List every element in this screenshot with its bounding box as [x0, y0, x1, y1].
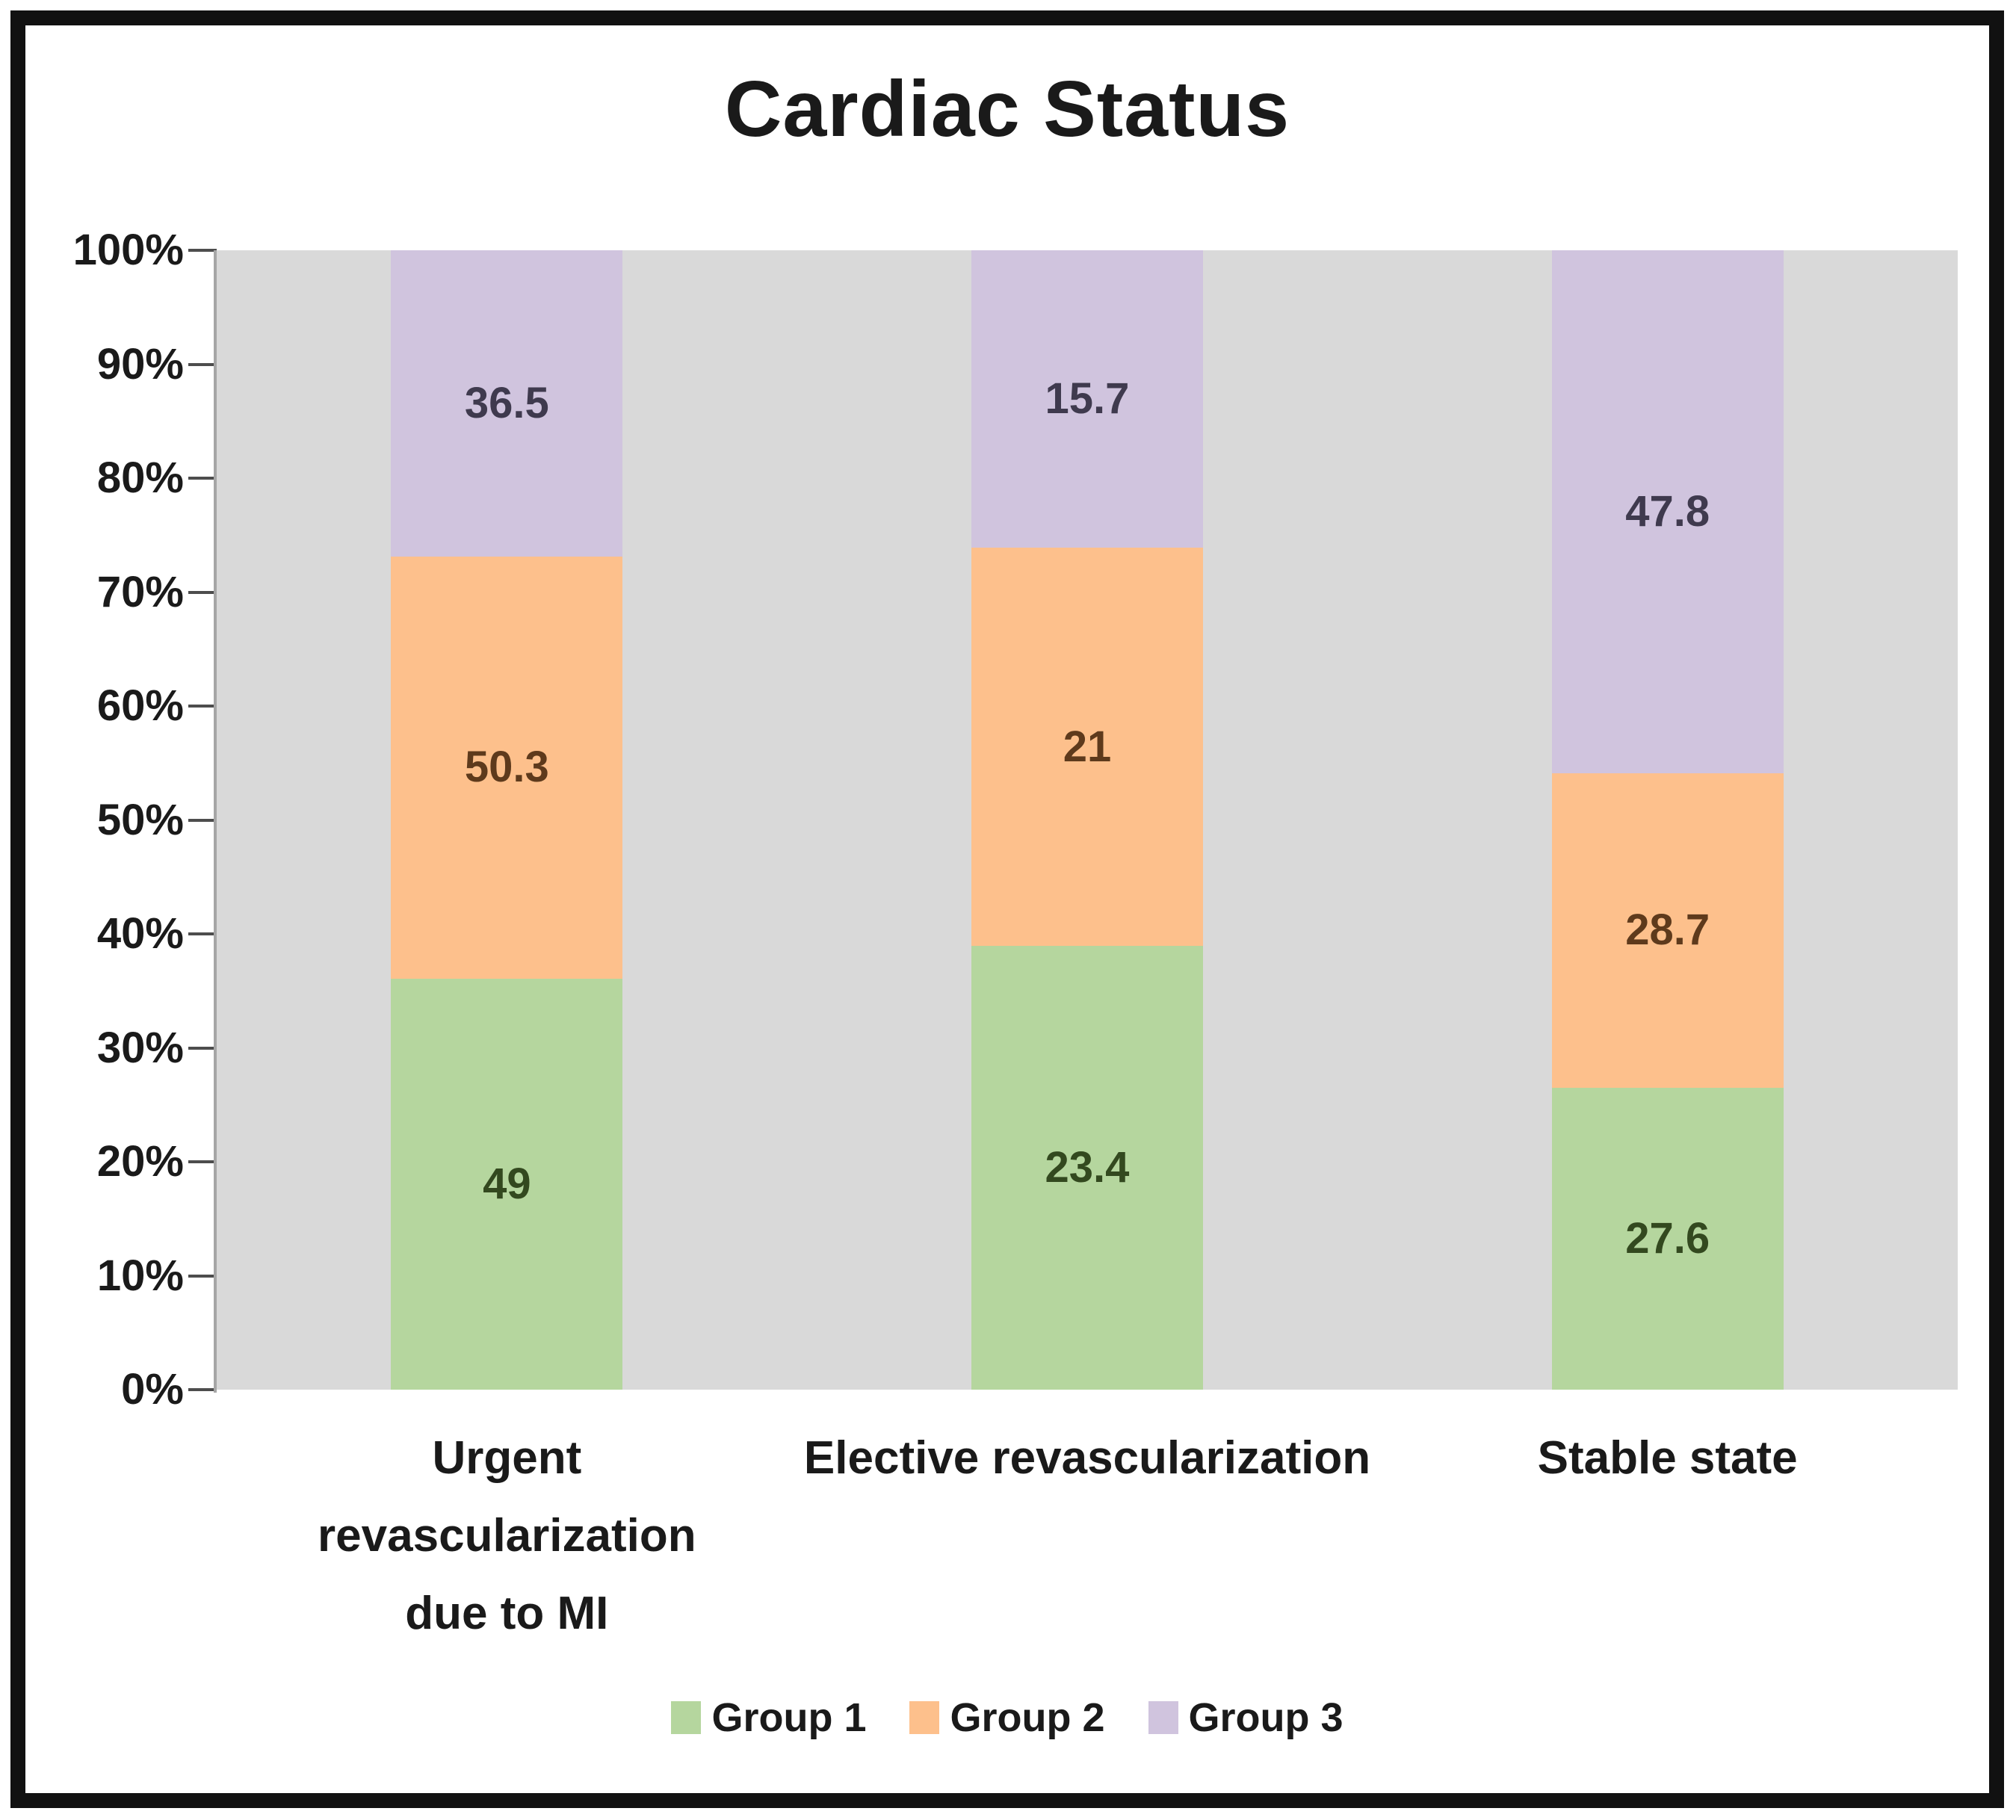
- bar-segment-group-2: 21: [971, 548, 1203, 947]
- bar-segment-group-1: 23.4: [971, 946, 1203, 1390]
- y-axis-label: 0%: [121, 1365, 184, 1414]
- bar-value-label: 21: [1063, 722, 1112, 771]
- y-axis-tick: [188, 1388, 217, 1391]
- y-axis-label: 50%: [96, 795, 184, 844]
- bar-value-label: 15.7: [1045, 374, 1130, 424]
- y-axis-label: 80%: [96, 454, 184, 502]
- legend-label: Group 2: [950, 1695, 1105, 1740]
- legend-item-group-3: Group 3: [1148, 1697, 1344, 1738]
- legend-label: Group 1: [711, 1695, 867, 1740]
- y-axis-label: 70%: [96, 567, 184, 616]
- y-axis-tick: [188, 1160, 217, 1163]
- bar-value-label: 47.8: [1625, 487, 1710, 536]
- legend-swatch: [909, 1701, 940, 1734]
- bar: 49 50.3 36.5: [391, 250, 623, 1390]
- y-axis: 0% 10% 20% 30% 40% 50% 60% 70% 80% 90% 100%: [25, 229, 184, 1411]
- bar-segment-group-1: 27.6: [1551, 1087, 1784, 1390]
- y-axis-tick: [188, 1274, 217, 1278]
- category-label: Elective revascularization: [803, 1432, 1371, 1484]
- y-axis-tick: [188, 477, 217, 480]
- plot-area: 49 50.3 36.5 23.4 21 15.7 27.6 28.7 47.8: [217, 250, 1958, 1390]
- y-axis-line: [214, 250, 217, 1393]
- y-axis-label: 40%: [96, 909, 184, 958]
- bar-segment-group-3: 36.5: [391, 250, 623, 557]
- category-label: Urgent revascularization due to MI: [318, 1432, 696, 1639]
- y-axis-label: 100%: [72, 226, 184, 274]
- bar-value-label: 50.3: [464, 743, 549, 792]
- y-axis-tick: [188, 818, 217, 822]
- bar-value-label: 28.7: [1625, 906, 1710, 955]
- category-label: Stable state: [1537, 1432, 1798, 1484]
- y-axis-label: 20%: [96, 1137, 184, 1186]
- y-axis-ticks: [188, 249, 217, 1391]
- y-axis-tick: [188, 932, 217, 935]
- legend-swatch: [1148, 1701, 1178, 1734]
- bar: 27.6 28.7 47.8: [1551, 250, 1784, 1390]
- bar-value-label: 27.6: [1625, 1213, 1710, 1263]
- legend-item-group-2: Group 2: [909, 1695, 1105, 1740]
- legend-swatch: [671, 1701, 702, 1734]
- legend-item-group-1: Group 1: [671, 1697, 866, 1738]
- bar-segment-group-2: 28.7: [1551, 773, 1784, 1088]
- legend: Group 1 Group 2 Group 3: [25, 1697, 1989, 1738]
- chart-title: Cardiac Status: [724, 65, 1290, 153]
- y-axis-tick: [188, 249, 217, 252]
- legend-label: Group 3: [1188, 1695, 1344, 1740]
- bar-segment-group-3: 15.7: [971, 250, 1203, 548]
- bar-value-label: 23.4: [1045, 1143, 1130, 1192]
- y-axis-label: 60%: [96, 681, 184, 730]
- y-axis-tick: [188, 705, 217, 708]
- y-axis-label: 10%: [96, 1251, 184, 1300]
- y-axis-label: 90%: [96, 339, 184, 389]
- bar: 23.4 21 15.7: [971, 250, 1203, 1390]
- y-axis-tick: [188, 590, 217, 594]
- bar-segment-group-3: 47.8: [1551, 250, 1784, 774]
- y-axis-tick: [188, 362, 217, 366]
- bar-segment-group-1: 49: [391, 978, 623, 1390]
- y-axis-label: 30%: [96, 1023, 184, 1072]
- bar-value-label: 36.5: [464, 378, 549, 427]
- bar-segment-group-2: 50.3: [391, 556, 623, 979]
- y-axis-tick: [188, 1046, 217, 1050]
- chart-frame: Cardiac Status 0% 10% 20% 30% 40% 50% 60% 70% 80…: [10, 10, 2004, 1808]
- bar-value-label: 49: [483, 1159, 531, 1208]
